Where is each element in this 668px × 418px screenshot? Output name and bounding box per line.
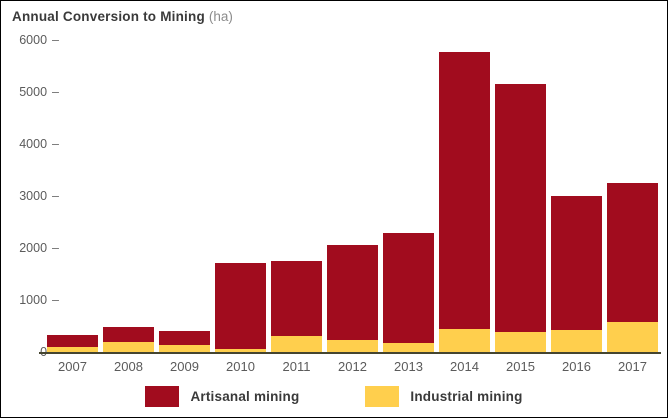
legend-label-artisanal: Artisanal mining — [190, 388, 300, 404]
x-axis-label-2010: 2010 — [226, 359, 255, 374]
x-axis-label-2015: 2015 — [506, 359, 535, 374]
y-tick-label: 6000 — [19, 33, 48, 47]
industrial-segment-2007 — [47, 346, 98, 352]
chart-title-text: Annual Conversion to Mining — [12, 9, 205, 24]
x-axis-label-2011: 2011 — [282, 359, 311, 374]
y-tick-label: 2000 — [19, 241, 48, 255]
artisanal-segment-2012 — [327, 244, 378, 340]
bar-2017 — [607, 182, 658, 352]
x-axis-label-2009: 2009 — [170, 359, 199, 374]
artisanal-segment-2008 — [103, 327, 154, 343]
industrial-segment-2016 — [551, 330, 602, 352]
bar-2010 — [215, 263, 266, 352]
x-axis-label-2016: 2016 — [562, 359, 591, 374]
x-axis-label-2014: 2014 — [450, 359, 479, 374]
y-tick-label: 3000 — [19, 189, 48, 203]
legend-item-artisanal: Artisanal mining — [145, 385, 300, 407]
x-axis-label-2012: 2012 — [338, 359, 367, 374]
bar-2015 — [495, 83, 546, 352]
industrial-segment-2011 — [271, 335, 322, 352]
bar-2007 — [47, 335, 98, 352]
chart-unit-label: (ha) — [208, 9, 233, 24]
industrial-segment-2014 — [439, 329, 490, 352]
x-axis-label-2007: 2007 — [58, 359, 87, 374]
artisanal-segment-2015 — [495, 83, 546, 332]
chart-title: Annual Conversion to Mining (ha) — [12, 9, 233, 24]
artisanal-segment-2017 — [607, 182, 658, 323]
y-axis-tick-6000: 6000– — [9, 32, 59, 48]
bar-2014 — [439, 51, 490, 352]
y-tick-dash: – — [52, 137, 59, 151]
artisanal-segment-2013 — [383, 232, 434, 343]
legend: Artisanal mining Industrial mining — [1, 384, 667, 408]
industrial-segment-2012 — [327, 340, 378, 352]
y-axis-tick-4000: 4000– — [9, 136, 59, 152]
artisanal-segment-2009 — [159, 331, 210, 345]
industrial-segment-2013 — [383, 342, 434, 352]
x-axis-label-2017: 2017 — [618, 359, 647, 374]
plot-area — [47, 40, 658, 352]
legend-item-industrial: Industrial mining — [365, 385, 523, 407]
y-tick-dash: – — [52, 293, 59, 307]
industrial-segment-2009 — [159, 344, 210, 352]
x-axis-label-2013: 2013 — [394, 359, 423, 374]
bar-2008 — [103, 327, 154, 352]
y-tick-dash: – — [52, 189, 59, 203]
artisanal-segment-2007 — [47, 335, 98, 347]
bar-2012 — [327, 244, 378, 352]
legend-label-industrial: Industrial mining — [410, 388, 523, 404]
y-tick-label: 5000 — [19, 85, 48, 99]
x-axis-baseline — [39, 352, 661, 354]
y-tick-dash: – — [52, 33, 59, 47]
y-tick-label: 1000 — [19, 293, 48, 307]
y-axis-tick-3000: 3000– — [9, 188, 59, 204]
legend-swatch-industrial — [365, 385, 400, 407]
y-tick-dash: – — [52, 85, 59, 99]
industrial-segment-2008 — [103, 342, 154, 352]
bar-2016 — [551, 196, 602, 352]
artisanal-segment-2014 — [439, 51, 490, 330]
x-axis-label-2008: 2008 — [114, 359, 143, 374]
artisanal-segment-2010 — [215, 263, 266, 350]
bar-2009 — [159, 331, 210, 352]
y-tick-label: 4000 — [19, 137, 48, 151]
industrial-segment-2015 — [495, 331, 546, 352]
artisanal-segment-2016 — [551, 196, 602, 331]
industrial-segment-2017 — [607, 322, 658, 352]
legend-swatch-artisanal — [145, 385, 180, 407]
bar-2013 — [383, 232, 434, 352]
y-axis-tick-2000: 2000– — [9, 240, 59, 256]
bar-2011 — [271, 260, 322, 352]
y-axis-tick-1000: 1000– — [9, 292, 59, 308]
industrial-segment-2010 — [215, 349, 266, 352]
artisanal-segment-2011 — [271, 260, 322, 336]
y-axis-tick-5000: 5000– — [9, 84, 59, 100]
y-tick-dash: – — [52, 241, 59, 255]
x-axis-labels: 2007 2008 2009 2010 2011 2012 2013 2014 2015 2016… — [47, 359, 658, 374]
